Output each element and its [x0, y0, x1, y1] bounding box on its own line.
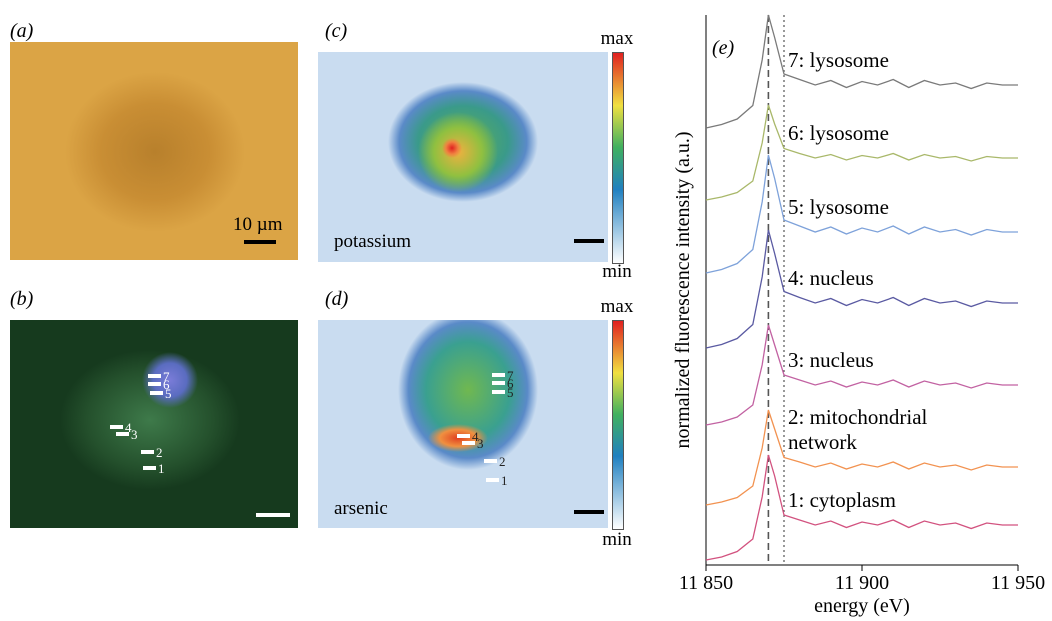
region-marker [462, 441, 475, 445]
region-marker [143, 466, 156, 470]
region-label: 5 [507, 385, 514, 400]
region-marker [457, 434, 470, 438]
region-marker [484, 459, 497, 463]
x-axis-label: energy (eV) [814, 595, 910, 617]
region-marker [148, 374, 161, 378]
element-label: potassium [334, 231, 411, 252]
region-label: 6 [163, 377, 170, 392]
spectrum-line [705, 229, 1018, 349]
region-label: 7 [163, 369, 170, 384]
panel-label: (d) [325, 288, 349, 310]
spectrum-line [705, 324, 1018, 426]
series-label: 5: lysosome [788, 195, 889, 219]
region-label: 7 [507, 368, 514, 383]
region-marker [492, 381, 505, 385]
region-marker [492, 373, 505, 377]
spectrum-line [705, 154, 1018, 274]
series-label: 1: cytoplasm [788, 488, 896, 512]
y-axis-label: normalized fluorescence intensity (a.u.) [672, 131, 694, 448]
region-label: 3 [131, 427, 138, 442]
series-label: 6: lysosome [788, 121, 889, 145]
spectrum-line [705, 454, 1018, 561]
x-tick-label: 11 900 [835, 572, 889, 594]
micrograph [10, 42, 298, 260]
region-label: 3 [477, 436, 484, 451]
series-label: 3: nucleus [788, 348, 874, 372]
colorbar [612, 320, 624, 530]
x-tick-label: 11 850 [679, 572, 733, 594]
region-label: 1 [501, 473, 508, 488]
panel-label: (b) [10, 288, 34, 310]
region-label: 5 [165, 386, 172, 401]
region-marker [110, 425, 123, 429]
colorbar [612, 52, 624, 264]
region-label: 2 [499, 454, 506, 469]
x-tick-label: 11 950 [991, 572, 1045, 594]
series-label: 4: nucleus [788, 266, 874, 290]
heatmap [318, 52, 608, 262]
region-marker [141, 450, 154, 454]
spectrum-line [705, 104, 1018, 201]
region-marker [150, 391, 163, 395]
region-label: 6 [507, 376, 514, 391]
region-label: 2 [156, 445, 163, 460]
spectrum-line [705, 409, 1018, 506]
panel-label: (a) [10, 20, 34, 42]
region-marker [116, 432, 129, 436]
colorbar-max: max [601, 296, 634, 317]
region-marker [486, 478, 499, 482]
spectrum-line [705, 14, 1018, 129]
panel-label: (e) [712, 37, 735, 59]
colorbar-max: max [601, 28, 634, 49]
panel-label: (c) [325, 20, 348, 42]
scale-label: 10 µm [233, 214, 283, 235]
region-label: 4 [472, 429, 479, 444]
fluorescence-image [10, 320, 298, 528]
series-label: 2: mitochondrial network [788, 405, 928, 454]
element-label: arsenic [334, 498, 388, 519]
colorbar-min: min [602, 529, 632, 550]
region-label: 4 [125, 420, 132, 435]
region-marker [492, 390, 505, 394]
colorbar-min: min [602, 261, 632, 282]
heatmap [318, 320, 608, 528]
region-label: 1 [158, 461, 165, 476]
region-marker [148, 382, 161, 386]
series-label: 7: lysosome [788, 48, 889, 72]
